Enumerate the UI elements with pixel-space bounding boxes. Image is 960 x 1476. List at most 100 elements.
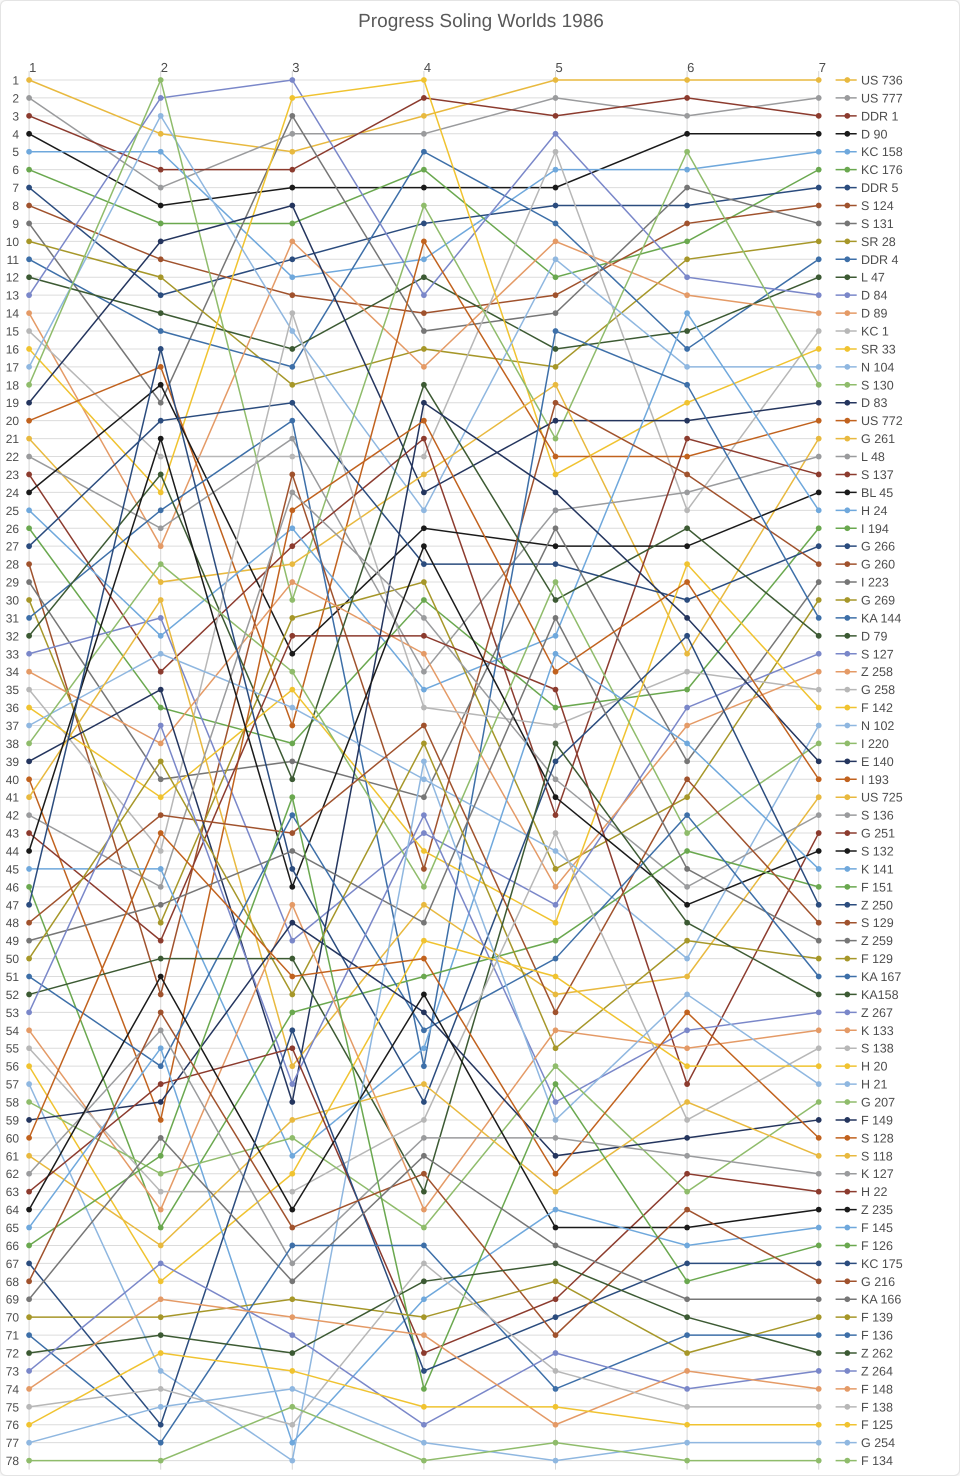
svg-text:67: 67 <box>6 1257 20 1271</box>
svg-text:47: 47 <box>6 898 20 912</box>
svg-text:65: 65 <box>6 1221 20 1235</box>
svg-text:52: 52 <box>6 988 20 1002</box>
svg-text:32: 32 <box>6 629 20 643</box>
svg-text:L 48: L 48 <box>861 450 885 464</box>
svg-text:12: 12 <box>6 271 20 285</box>
svg-text:L 47: L 47 <box>861 271 885 285</box>
svg-text:F 148: F 148 <box>861 1382 893 1396</box>
svg-text:I 220: I 220 <box>861 737 889 751</box>
svg-text:G 258: G 258 <box>861 683 895 697</box>
svg-text:S 118: S 118 <box>861 1149 893 1163</box>
svg-text:D 79: D 79 <box>861 629 887 643</box>
svg-text:6: 6 <box>12 163 19 177</box>
svg-text:22: 22 <box>6 450 20 464</box>
svg-text:38: 38 <box>6 737 20 751</box>
svg-text:S 131: S 131 <box>861 217 894 231</box>
svg-text:36: 36 <box>6 701 20 715</box>
svg-text:KC 175: KC 175 <box>861 1257 903 1271</box>
svg-text:G 266: G 266 <box>861 540 895 554</box>
svg-text:S 124: S 124 <box>861 199 894 213</box>
svg-text:64: 64 <box>6 1203 20 1217</box>
svg-text:11: 11 <box>7 253 20 267</box>
svg-text:K 141: K 141 <box>861 862 894 876</box>
svg-text:1: 1 <box>12 74 19 88</box>
svg-text:KA 144: KA 144 <box>861 611 901 625</box>
svg-text:Z 267: Z 267 <box>861 1006 893 1020</box>
svg-text:35: 35 <box>6 683 20 697</box>
svg-text:4: 4 <box>424 60 431 75</box>
svg-text:66: 66 <box>6 1239 20 1253</box>
svg-text:F 149: F 149 <box>861 1113 893 1127</box>
svg-text:6: 6 <box>687 60 694 75</box>
svg-text:H 22: H 22 <box>861 1185 887 1199</box>
svg-text:46: 46 <box>6 880 20 894</box>
svg-text:58: 58 <box>6 1096 20 1110</box>
svg-text:43: 43 <box>6 827 20 841</box>
svg-text:N 102: N 102 <box>861 719 894 733</box>
svg-text:75: 75 <box>6 1400 20 1414</box>
svg-text:F 134: F 134 <box>861 1454 893 1468</box>
svg-text:39: 39 <box>6 755 20 769</box>
svg-text:SR 28: SR 28 <box>861 235 896 249</box>
svg-text:KC 1: KC 1 <box>861 325 889 339</box>
svg-text:72: 72 <box>6 1347 20 1361</box>
svg-text:K 127: K 127 <box>861 1167 894 1181</box>
svg-text:1: 1 <box>29 60 36 75</box>
svg-text:KA158: KA158 <box>861 988 899 1002</box>
svg-text:31: 31 <box>6 611 20 625</box>
svg-text:44: 44 <box>6 845 20 859</box>
svg-text:F 129: F 129 <box>861 952 893 966</box>
svg-text:D 89: D 89 <box>861 307 887 321</box>
svg-text:42: 42 <box>6 809 20 823</box>
svg-text:Z 258: Z 258 <box>861 665 893 679</box>
svg-text:G 261: G 261 <box>861 432 895 446</box>
svg-text:KA 167: KA 167 <box>861 970 901 984</box>
svg-text:E 140: E 140 <box>861 755 894 769</box>
svg-text:US 777: US 777 <box>861 91 903 105</box>
svg-text:78: 78 <box>6 1454 20 1468</box>
svg-text:76: 76 <box>6 1418 20 1432</box>
svg-text:40: 40 <box>6 773 20 787</box>
svg-text:45: 45 <box>6 862 20 876</box>
svg-text:73: 73 <box>6 1365 20 1379</box>
svg-text:Z 250: Z 250 <box>861 898 893 912</box>
svg-text:57: 57 <box>6 1078 20 1092</box>
svg-text:14: 14 <box>6 307 20 321</box>
svg-text:S 132: S 132 <box>861 845 894 859</box>
svg-text:62: 62 <box>6 1167 20 1181</box>
svg-text:28: 28 <box>6 558 20 572</box>
svg-text:Z 259: Z 259 <box>861 934 893 948</box>
svg-text:68: 68 <box>6 1275 20 1289</box>
svg-text:DDR 5: DDR 5 <box>861 181 899 195</box>
svg-text:3: 3 <box>12 109 19 123</box>
svg-text:G 207: G 207 <box>861 1096 895 1110</box>
svg-text:63: 63 <box>6 1185 20 1199</box>
svg-text:56: 56 <box>6 1060 20 1074</box>
svg-text:69: 69 <box>6 1293 20 1307</box>
svg-text:77: 77 <box>6 1436 20 1450</box>
svg-text:US 772: US 772 <box>861 414 903 428</box>
svg-text:29: 29 <box>6 576 20 590</box>
svg-text:G 251: G 251 <box>861 827 895 841</box>
svg-text:S 127: S 127 <box>861 647 894 661</box>
svg-text:10: 10 <box>6 235 20 249</box>
svg-text:13: 13 <box>6 289 20 303</box>
svg-text:S 128: S 128 <box>861 1131 894 1145</box>
svg-text:21: 21 <box>6 432 20 446</box>
svg-text:K 133: K 133 <box>861 1024 894 1038</box>
svg-text:24: 24 <box>6 486 20 500</box>
svg-text:2: 2 <box>161 60 168 75</box>
svg-text:74: 74 <box>6 1382 20 1396</box>
svg-text:I 193: I 193 <box>861 773 889 787</box>
svg-text:S 130: S 130 <box>861 378 894 392</box>
svg-text:4: 4 <box>12 127 19 141</box>
svg-text:23: 23 <box>6 468 20 482</box>
svg-text:61: 61 <box>6 1149 20 1163</box>
svg-text:F 125: F 125 <box>861 1418 893 1432</box>
svg-text:5: 5 <box>12 145 19 159</box>
svg-text:15: 15 <box>6 325 20 339</box>
svg-text:50: 50 <box>6 952 20 966</box>
svg-text:F 136: F 136 <box>861 1329 893 1343</box>
svg-text:19: 19 <box>6 396 20 410</box>
svg-text:60: 60 <box>6 1131 20 1145</box>
